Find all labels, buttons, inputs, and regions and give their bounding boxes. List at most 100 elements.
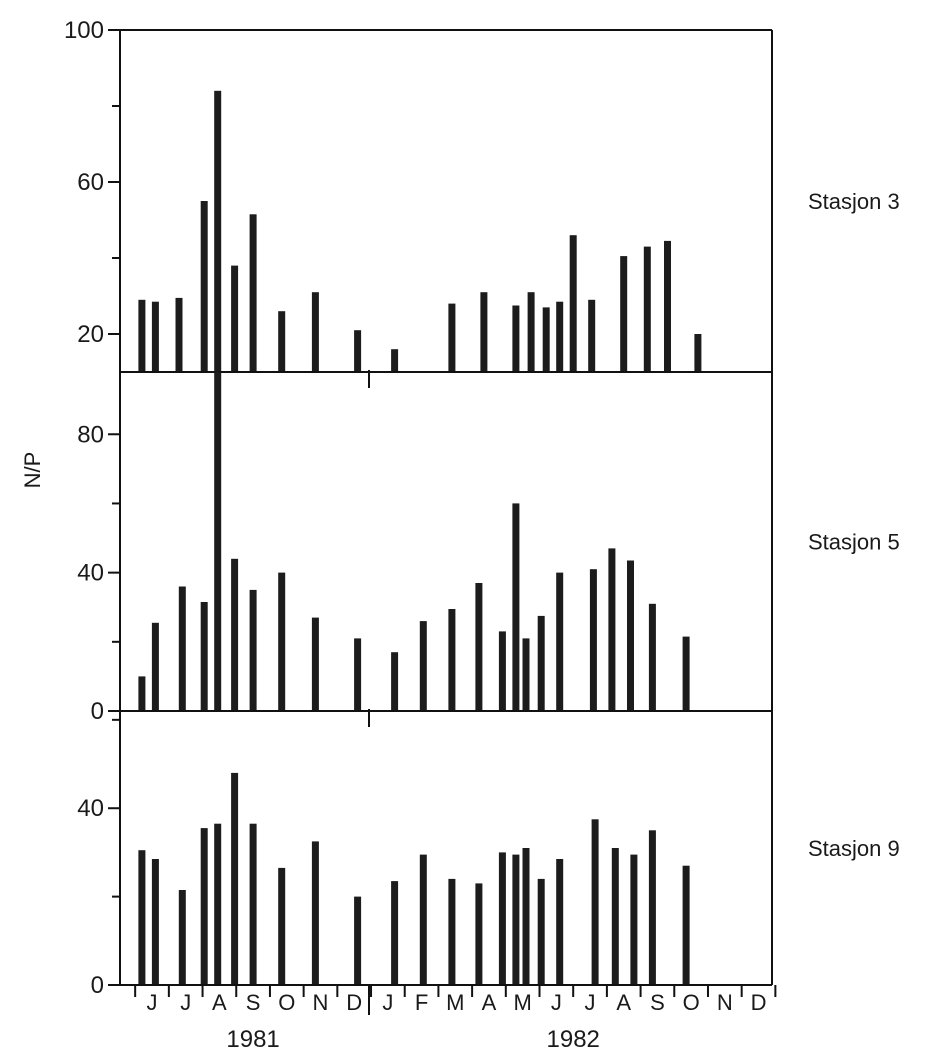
y-tick-label: 0 [91, 698, 104, 725]
month-label: S [650, 990, 665, 1015]
bar [231, 772, 239, 985]
bar [475, 883, 483, 985]
month-label: J [147, 990, 158, 1015]
panel-3: 0 40 Stasjon 9 [77, 718, 900, 999]
bar [231, 558, 239, 711]
bar [249, 823, 257, 985]
y-tick-label: 40 [77, 795, 104, 822]
bar [498, 631, 506, 711]
bar [512, 503, 520, 711]
bar [608, 548, 616, 711]
bar [556, 301, 564, 372]
bar [648, 830, 656, 985]
month-label: F [415, 990, 428, 1015]
month-label: N [717, 990, 733, 1015]
bar [627, 560, 634, 711]
bar [249, 589, 257, 711]
bar [537, 615, 545, 711]
bar [391, 349, 399, 372]
month-label: D [751, 990, 767, 1015]
bar [664, 240, 671, 372]
bar [694, 334, 702, 372]
month-label: A [212, 990, 227, 1015]
month-label: M [446, 990, 464, 1015]
station-label: Stasjon 5 [808, 530, 900, 555]
bar [151, 859, 159, 985]
bar [611, 848, 619, 985]
bar [249, 214, 257, 372]
bar [354, 330, 362, 372]
bar [620, 256, 628, 372]
bar [419, 854, 427, 985]
bar [527, 292, 535, 372]
bar [200, 602, 208, 711]
month-label: A [482, 990, 497, 1015]
y-tick-label: 40 [77, 560, 104, 587]
bar [278, 867, 286, 985]
y-tick-label: 0 [91, 972, 104, 999]
y-tick-label: 60 [77, 169, 104, 196]
bar [448, 878, 456, 985]
month-label: O [278, 990, 295, 1015]
y-tick-label: 20 [77, 321, 104, 348]
bar [214, 823, 222, 985]
bar [200, 828, 208, 985]
y-axis-title: N/P [20, 452, 45, 489]
bar [682, 636, 690, 711]
year-label: 1981 [226, 1026, 279, 1053]
bar [231, 265, 239, 372]
month-label: D [346, 990, 362, 1015]
bar [278, 572, 286, 711]
bar [151, 301, 159, 372]
bar [569, 235, 577, 372]
month-label: J [180, 990, 191, 1015]
bar [522, 848, 530, 985]
year-label: 1982 [547, 1026, 600, 1053]
bar [138, 676, 146, 711]
bar [419, 621, 427, 711]
bar [138, 299, 146, 372]
bar [311, 617, 319, 711]
bar [498, 852, 506, 985]
y-tick-label: 80 [77, 421, 104, 448]
month-label: M [513, 990, 531, 1015]
month-label: S [246, 990, 261, 1015]
bar [648, 603, 656, 711]
bar [537, 878, 545, 985]
bar [643, 246, 651, 372]
bar [522, 638, 530, 711]
station-label: Stasjon 9 [808, 836, 900, 861]
bar [542, 307, 550, 372]
bar [589, 569, 597, 711]
bar [151, 622, 159, 711]
bar [630, 854, 638, 985]
bar [178, 586, 186, 711]
bar [391, 652, 399, 711]
bar [391, 881, 399, 985]
bar [138, 850, 146, 985]
month-label: J [551, 990, 562, 1015]
panel-2: 0 40 80 Stasjon 5 [77, 372, 900, 727]
bar [178, 890, 186, 985]
bar [556, 859, 564, 985]
month-label: A [616, 990, 631, 1015]
y-tick-label: 100 [64, 17, 104, 44]
bar [214, 372, 222, 711]
panel-1: 20 60 100 Stasjon 3 [64, 17, 900, 388]
bar [311, 292, 319, 372]
bar [588, 299, 596, 372]
bar [175, 297, 183, 372]
bar [214, 90, 222, 373]
month-label: N [313, 990, 329, 1015]
bar [311, 841, 319, 985]
bar [512, 305, 520, 372]
bar [475, 583, 483, 711]
bar [448, 303, 456, 372]
bar [682, 865, 690, 985]
bar [480, 292, 488, 372]
month-label: J [585, 990, 596, 1015]
bar [556, 572, 564, 711]
bar [591, 819, 599, 985]
bar [512, 854, 520, 985]
